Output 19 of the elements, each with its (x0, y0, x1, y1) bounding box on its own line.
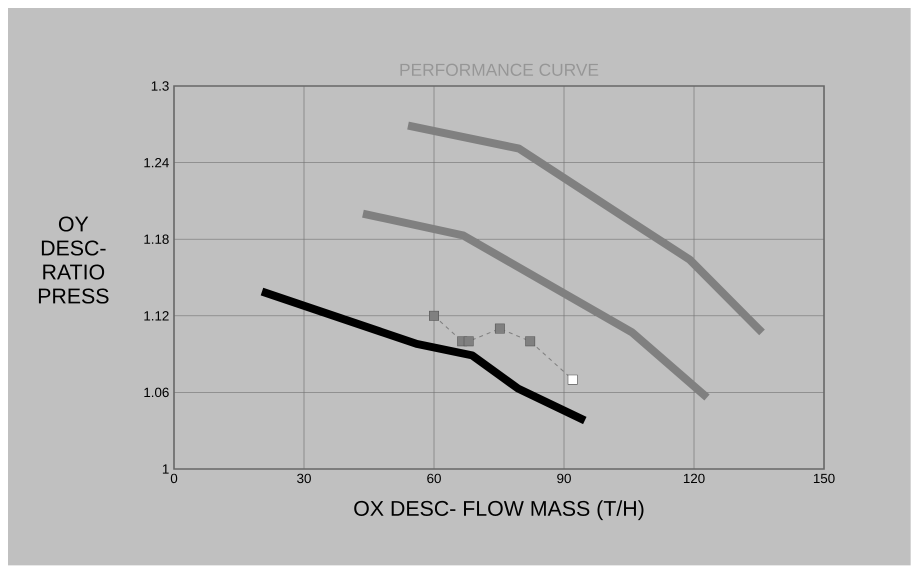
point (464, 336, 474, 346)
point (494, 324, 505, 334)
x-tick-label: 30 (297, 474, 311, 484)
point (429, 310, 439, 321)
y-tick-label: 1 (162, 464, 169, 474)
y-tick-label: 1.3 (152, 81, 169, 91)
x-tick-label: 60 (427, 474, 441, 484)
point (525, 336, 536, 346)
x-axis-title: OX DESC- FLOW MASS (T/H) (354, 500, 644, 520)
point (568, 374, 578, 385)
y-tick-label: 1.18 (144, 234, 169, 244)
y-tick-label: 1.12 (144, 311, 169, 320)
x-tick-label: 90 (557, 474, 571, 484)
x-tick-label: 0 (170, 474, 178, 484)
x-tick-label: 120 (684, 474, 705, 484)
y-tick-label: 1.06 (144, 388, 169, 398)
y-axis-title: OY DESC- RATIO PRESS (38, 216, 109, 304)
y-tick-label: 1.24 (144, 158, 169, 168)
x-tick-label: 150 (814, 474, 835, 484)
